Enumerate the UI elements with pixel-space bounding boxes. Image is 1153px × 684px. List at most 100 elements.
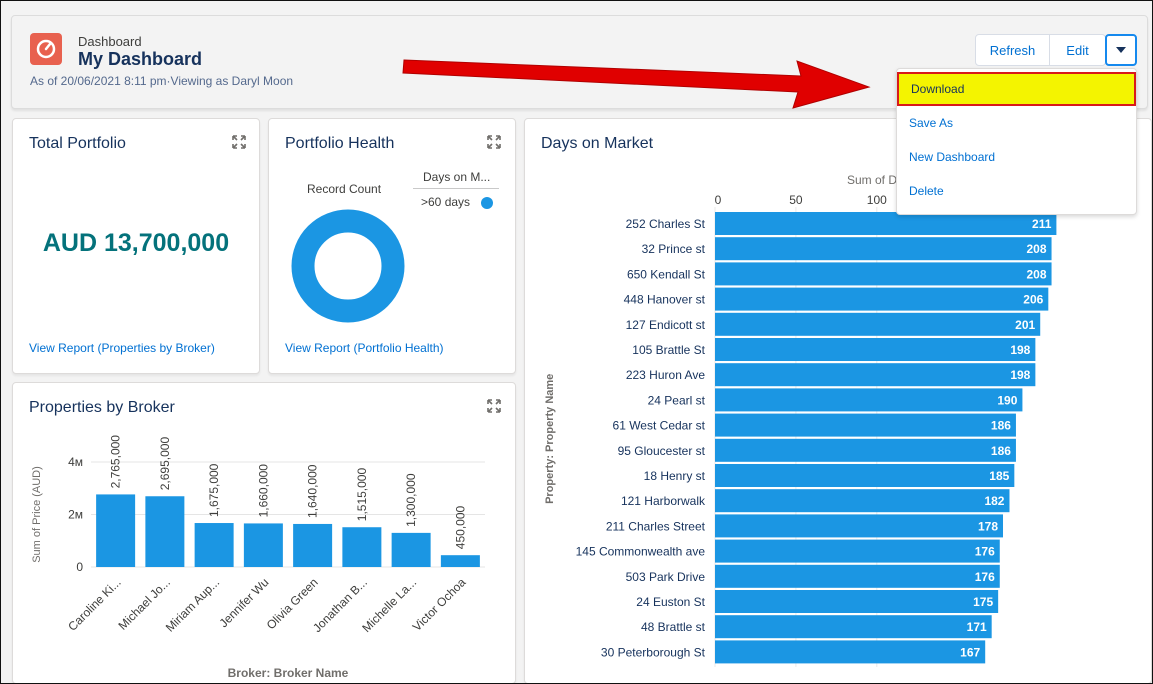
card-title: Portfolio Health xyxy=(285,135,395,152)
bar[interactable] xyxy=(440,555,480,567)
legend-divider xyxy=(413,188,499,189)
more-actions-button[interactable] xyxy=(1105,34,1137,66)
data-label: 198 xyxy=(1010,368,1030,382)
y-tick-label: 650 Kendall St xyxy=(627,267,706,281)
data-label: 186 xyxy=(991,444,1011,458)
view-report-link[interactable]: View Report (Properties by Broker) xyxy=(29,341,215,355)
data-label: 1,660,000 xyxy=(256,464,270,518)
bar[interactable] xyxy=(715,539,1000,563)
bar[interactable] xyxy=(194,523,234,567)
bar[interactable] xyxy=(715,363,1036,387)
bar[interactable] xyxy=(715,312,1041,336)
bar[interactable] xyxy=(145,496,185,567)
y-tick-label: 145 Commonwealth ave xyxy=(576,545,706,559)
donut-slice[interactable] xyxy=(291,209,405,323)
bar[interactable] xyxy=(342,527,382,567)
bar[interactable] xyxy=(715,237,1052,261)
menu-item-download[interactable]: Download xyxy=(897,72,1136,106)
total-portfolio-value: AUD 13,700,000 xyxy=(42,229,230,257)
x-tick-label: 0 xyxy=(715,193,722,207)
data-label: 450,000 xyxy=(453,505,467,549)
actions-dropdown-menu: Download Save As New Dashboard Delete xyxy=(896,68,1137,215)
bar[interactable] xyxy=(715,413,1016,437)
dashboard-icon xyxy=(30,33,62,65)
bar[interactable] xyxy=(715,287,1049,311)
bar[interactable] xyxy=(715,514,1004,538)
bar[interactable] xyxy=(715,262,1052,286)
data-label: 167 xyxy=(960,645,980,659)
bar[interactable] xyxy=(715,615,992,639)
data-label: 201 xyxy=(1015,318,1035,332)
bar[interactable] xyxy=(293,523,333,567)
data-label: 198 xyxy=(1010,343,1030,357)
refresh-button[interactable]: Refresh xyxy=(975,34,1050,66)
y-tick-label: 503 Park Drive xyxy=(626,570,706,584)
data-label: 178 xyxy=(978,519,998,533)
data-label: 211 xyxy=(1032,217,1052,231)
bar[interactable] xyxy=(391,532,431,567)
legend-swatch xyxy=(481,197,493,209)
y-tick-label: 61 West Cedar st xyxy=(613,419,706,433)
bar[interactable] xyxy=(243,523,283,567)
menu-item-delete[interactable]: Delete xyxy=(909,184,944,198)
x-axis-label: Broker: Broker Name xyxy=(228,666,349,680)
data-label: 190 xyxy=(997,393,1017,407)
data-label: 1,300,000 xyxy=(404,473,418,527)
bar[interactable] xyxy=(96,494,136,567)
bar[interactable] xyxy=(715,212,1057,235)
data-label: 1,675,000 xyxy=(207,463,221,517)
bar[interactable] xyxy=(715,438,1016,462)
expand-icon[interactable] xyxy=(487,399,501,413)
edit-button[interactable]: Edit xyxy=(1050,34,1106,66)
menu-item-save-as[interactable]: Save As xyxy=(909,116,954,130)
data-label: 185 xyxy=(989,469,1009,483)
y-tick-label: 121 Harborwalk xyxy=(621,494,706,508)
y-axis-label: Property: Property Name xyxy=(544,374,556,504)
y-axis-label: Sum of Price (AUD) xyxy=(31,466,43,563)
page-title: My Dashboard xyxy=(78,49,203,69)
chevron-down-icon xyxy=(1116,47,1126,53)
bar[interactable] xyxy=(715,564,1000,588)
header-subtitle: As of 20/06/2021 8:11 pm·Viewing as Dary… xyxy=(30,74,294,88)
y-tick-label: 448 Hanover st xyxy=(624,293,706,307)
donut-chart xyxy=(291,209,405,323)
card-portfolio-health: Portfolio Health Record Count Days on M.… xyxy=(268,118,516,374)
bar[interactable] xyxy=(715,338,1036,361)
header-kicker: Dashboard xyxy=(78,34,142,49)
bar[interactable] xyxy=(715,640,986,664)
data-label: 186 xyxy=(991,419,1011,433)
y-tick-label: 32 Prince st xyxy=(642,242,706,256)
bar[interactable] xyxy=(715,388,1023,412)
x-tick-label: Victor Ochoa xyxy=(410,575,469,634)
y-tick-label: 95 Gloucester st xyxy=(618,444,706,458)
x-tick-label: Caroline Ki... xyxy=(65,575,123,633)
data-label: 182 xyxy=(984,494,1004,508)
card-title: Total Portfolio xyxy=(29,135,126,152)
y-tick-label: 30 Peterborough St xyxy=(601,645,706,659)
donut-title: Record Count xyxy=(307,182,382,196)
bar[interactable] xyxy=(715,489,1010,513)
data-label: 1,640,000 xyxy=(306,464,320,518)
expand-icon[interactable] xyxy=(487,135,501,149)
bar[interactable] xyxy=(715,590,999,613)
x-tick-label: 100 xyxy=(867,193,887,207)
data-label: 171 xyxy=(967,620,987,634)
y-tick-label: 105 Brattle St xyxy=(632,343,705,357)
menu-item-new-dashboard[interactable]: New Dashboard xyxy=(909,150,996,164)
expand-icon[interactable] xyxy=(232,135,246,149)
data-label: 176 xyxy=(975,545,995,559)
y-tick-label: 211 Charles Street xyxy=(606,519,706,533)
y-tick-label: 127 Endicott st xyxy=(626,318,706,332)
y-tick-label: 18 Henry st xyxy=(644,469,706,483)
y-tick-label: 223 Huron Ave xyxy=(626,368,705,382)
data-label: 208 xyxy=(1027,242,1047,256)
y-tick-label: 0 xyxy=(76,560,83,574)
data-label: 175 xyxy=(973,595,993,609)
view-report-link[interactable]: View Report (Portfolio Health) xyxy=(285,341,444,355)
bar[interactable] xyxy=(715,464,1015,487)
y-tick-label: 2м xyxy=(68,508,83,522)
data-label: 1,515,000 xyxy=(355,468,369,522)
data-label: 208 xyxy=(1027,267,1047,281)
data-label: 2,695,000 xyxy=(158,437,172,491)
